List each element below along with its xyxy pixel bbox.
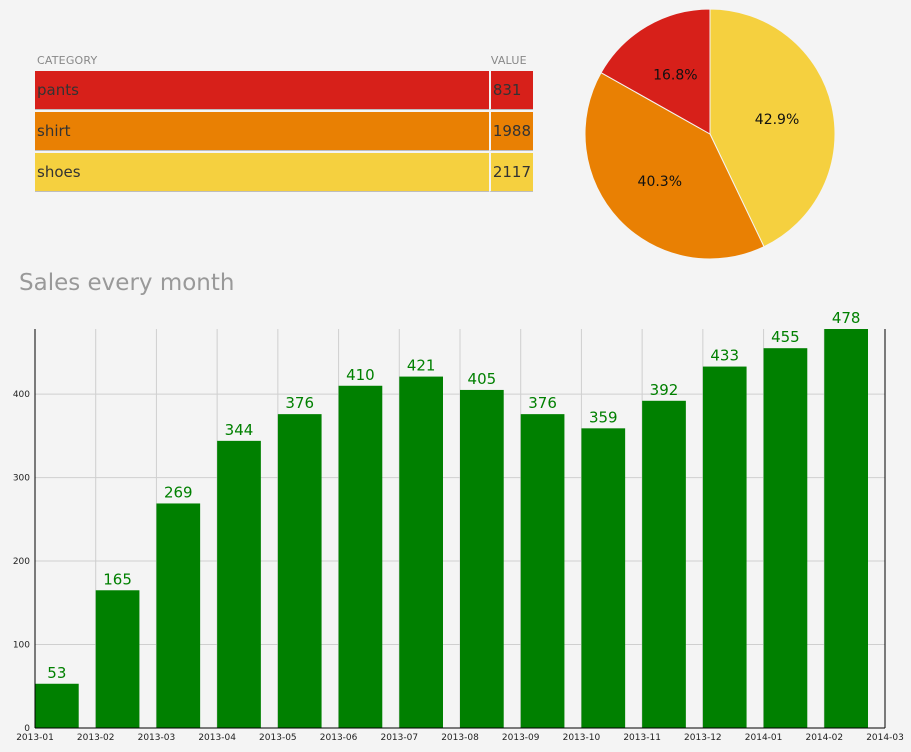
x-tick-label: 2013-05 xyxy=(259,733,297,743)
bar-2013-12 xyxy=(702,366,747,728)
y-tick-label: 0 xyxy=(24,724,30,734)
y-tick-label: 400 xyxy=(13,390,30,400)
bar-2014-02 xyxy=(824,329,868,728)
x-tick-label: 2013-01 xyxy=(16,733,54,743)
x-tick-label: 2013-07 xyxy=(380,733,418,743)
category-cell: pants xyxy=(35,71,489,110)
bar-value-label: 455 xyxy=(771,328,800,346)
bar-value-label: 344 xyxy=(225,421,254,439)
pie-slice-label: 42.9% xyxy=(755,112,799,128)
bar-value-label: 392 xyxy=(650,381,679,399)
y-tick-label: 200 xyxy=(13,557,30,567)
bar-2014-01 xyxy=(763,348,808,728)
x-tick-label: 2013-06 xyxy=(320,733,358,743)
pie-slice-label: 16.8% xyxy=(653,68,697,84)
bar-2013-09 xyxy=(520,414,565,728)
value-cell: 1988 xyxy=(488,112,533,151)
bar-2013-03 xyxy=(156,503,201,728)
bar-value-label: 405 xyxy=(468,370,497,388)
bar-value-label: 410 xyxy=(346,366,375,384)
x-tick-label: 2013-03 xyxy=(138,733,176,743)
bar-2013-01 xyxy=(35,683,79,728)
bar-2013-06 xyxy=(338,385,383,728)
value-cell: 831 xyxy=(488,71,533,110)
bar-2013-02 xyxy=(95,590,140,728)
pie-slice-shirt xyxy=(584,71,765,260)
bar-2013-08 xyxy=(460,389,504,728)
bar-2013-07 xyxy=(399,376,443,728)
bar-value-label: 376 xyxy=(285,394,314,412)
category-column-header: CATEGORY xyxy=(37,54,98,67)
pie-chart: 42.9% 40.3% 16.8% xyxy=(584,8,836,260)
value-cell: 2117 xyxy=(488,153,533,192)
y-tick-label: 300 xyxy=(13,474,30,484)
x-tick-label: 2013-02 xyxy=(77,733,115,743)
category-cell: shirt xyxy=(35,112,489,151)
bar-value-label: 421 xyxy=(407,357,436,375)
bar-2013-05 xyxy=(277,414,322,728)
bar-value-label: 376 xyxy=(528,394,557,412)
x-tick-label: 2013-12 xyxy=(684,733,722,743)
x-tick-label: 2014-01 xyxy=(745,733,783,743)
table-header-row: CATEGORY VALUE xyxy=(35,54,533,69)
bar-value-label: 53 xyxy=(47,664,66,682)
x-tick-label: 2013-04 xyxy=(198,733,236,743)
chart-title: Sales every month xyxy=(19,270,235,296)
bar-value-label: 359 xyxy=(589,408,618,426)
x-tick-label: 2014-03 xyxy=(866,733,904,743)
bar-value-label: 269 xyxy=(164,483,193,501)
bar-2013-11 xyxy=(642,400,686,728)
x-tick-label: 2013-09 xyxy=(502,733,540,743)
category-table-container: CATEGORY VALUE pants 831 shirt 1988 shoe… xyxy=(35,52,533,194)
table-row: shirt 1988 xyxy=(35,112,533,151)
bar-chart: 0 100 200 300 400 53 165 269 344 376 410 421 405 376 3… xyxy=(13,309,904,743)
x-tick-label: 2014-02 xyxy=(805,733,843,743)
bar-2013-10 xyxy=(581,428,626,728)
x-tick-label: 2013-10 xyxy=(563,733,601,743)
y-tick-label: 100 xyxy=(13,641,30,651)
bar-value-label: 165 xyxy=(103,570,132,588)
bar-value-label: 433 xyxy=(710,347,739,365)
bar-value-label: 478 xyxy=(832,309,861,327)
category-cell: shoes xyxy=(35,153,489,192)
table-row: shoes 2117 xyxy=(35,153,533,192)
pie-slice-pants xyxy=(600,8,711,135)
pie-slice-shoes xyxy=(709,8,836,248)
table-row: pants 831 xyxy=(35,71,533,110)
category-table: CATEGORY VALUE pants 831 shirt 1988 shoe… xyxy=(35,52,533,194)
pie-slice-label: 40.3% xyxy=(638,174,682,190)
x-tick-label: 2013-08 xyxy=(441,733,479,743)
x-tick-label: 2013-11 xyxy=(623,733,661,743)
bar-2013-04 xyxy=(217,440,261,728)
value-column-header: VALUE xyxy=(490,54,527,67)
